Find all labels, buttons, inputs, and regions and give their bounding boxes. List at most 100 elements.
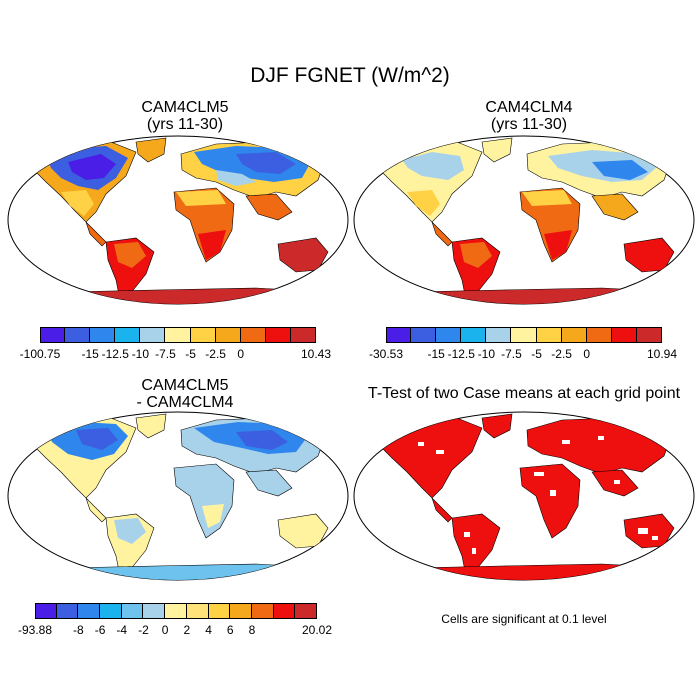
- colorbar-cam4clm5: -100.75 -15 -12.5 -10 -7.5 -5 -2.5 0 10.43: [20, 327, 331, 361]
- colorbar-label: -10: [477, 347, 496, 361]
- antarctica: [371, 287, 694, 304]
- colorbar-cell: [186, 603, 209, 619]
- eurasia-cold: [592, 160, 648, 180]
- greenland: [481, 137, 513, 163]
- colorbar-label: -5: [185, 347, 196, 361]
- colorbar-cell: [140, 327, 166, 343]
- colorbar-cell: [40, 327, 66, 343]
- africa-north: [522, 190, 572, 206]
- colorbar-label: 10.94: [646, 347, 678, 361]
- map-cam4clm4: [352, 134, 696, 306]
- panel-title-difference: CAM4CLM5 - CAM4CLM4: [80, 377, 290, 411]
- map-ttest: [352, 410, 696, 582]
- figure-title: DJF FGNET (W/m^2): [250, 64, 450, 87]
- colorbar-cell: [190, 327, 216, 343]
- colorbar-cell: [208, 603, 231, 619]
- south-asia: [245, 193, 293, 221]
- colorbar-cell: [295, 603, 317, 619]
- africa-north: [176, 190, 226, 206]
- colorbar-cell: [586, 327, 612, 343]
- colorbar-label: 20.02: [301, 623, 333, 637]
- colorbar-label: -6: [94, 623, 106, 637]
- colorbar-cell: [611, 327, 637, 343]
- colorbar-label: -2: [138, 623, 149, 637]
- colorbar-label: -15: [427, 347, 445, 361]
- panel-title-line1: CAM4CLM5: [141, 377, 229, 394]
- colorbar-cell: [411, 327, 437, 343]
- colorbar-label: -10: [131, 347, 150, 361]
- antarctica: [371, 563, 694, 580]
- colorbar-cell: [78, 603, 101, 619]
- colorbar-cam4clm4: -30.53 -15 -12.5 -10 -7.5 -5 -2.5 0 10.94: [369, 327, 677, 361]
- colorbar-label: -2.5: [205, 347, 226, 361]
- colorbar-cell: [273, 603, 296, 619]
- panel-title-cam4clm4: CAM4CLM4 (yrs 11-30): [424, 99, 634, 133]
- north-america-cool: [402, 152, 464, 180]
- antarctica: [25, 287, 348, 304]
- panel-title-line2: (yrs 11-30): [146, 116, 224, 133]
- south-asia: [591, 193, 639, 221]
- central-america: [431, 221, 453, 247]
- map-difference: [6, 410, 350, 582]
- antarctica: [25, 563, 348, 580]
- africa: [519, 463, 581, 539]
- colorbar-label: -7.5: [155, 347, 176, 361]
- colorbar-label: -5: [531, 347, 542, 361]
- panel-title-line2: - CAM4CLM4: [136, 394, 234, 411]
- africa-south: [544, 230, 572, 260]
- colorbar-cell: [461, 327, 487, 343]
- south-asia: [245, 469, 293, 497]
- colorbar-cell: [290, 327, 316, 343]
- colorbar-label: -100.75: [19, 347, 61, 361]
- map-cam4clm5: [6, 134, 350, 306]
- colorbar-cell: [636, 327, 662, 343]
- colorbar-label: -12.5: [447, 347, 475, 361]
- eurasia-very-cold: [236, 152, 296, 174]
- colorbar-cell: [215, 327, 241, 343]
- colorbar-difference: -93.88 -8 -6 -4 -2 0 2 4 6 8 20.02: [18, 603, 332, 637]
- greenland: [135, 413, 167, 439]
- colorbar-label: -12.5: [101, 347, 129, 361]
- south-america-light: [114, 518, 146, 544]
- colorbar-label: 2: [183, 623, 191, 637]
- north-america-mid: [68, 154, 116, 180]
- colorbar-cell: [35, 603, 57, 619]
- colorbar-cell: [121, 603, 144, 619]
- panel-title-ttest: T-Test of two Case means at each grid po…: [352, 385, 696, 402]
- colorbar-label: 8: [248, 623, 256, 637]
- colorbar-cell: [65, 327, 91, 343]
- colorbar-label: 4: [205, 623, 212, 637]
- south-america-center: [114, 242, 146, 268]
- colorbar-cell: [511, 327, 537, 343]
- africa-yellow: [202, 504, 224, 528]
- central-america: [431, 497, 453, 523]
- panel-title-line1: T-Test of two Case means at each grid po…: [367, 385, 681, 402]
- colorbar-cell: [240, 327, 266, 343]
- panel-title-line1: CAM4CLM4: [485, 99, 573, 116]
- colorbar-label: -2.5: [551, 347, 572, 361]
- colorbar-cell: [486, 327, 512, 343]
- colorbar-cell: [251, 603, 274, 619]
- greenland: [135, 137, 167, 163]
- north-america-colder: [76, 428, 118, 450]
- north-america-warm: [61, 190, 94, 216]
- colorbar-label: 0: [583, 347, 591, 361]
- colorbar-cell: [536, 327, 562, 343]
- colorbar-label: 6: [226, 623, 234, 637]
- greenland: [481, 413, 513, 439]
- colorbar-label: 10.43: [300, 347, 332, 361]
- colorbar-cell: [265, 327, 291, 343]
- ttest-note: Cells are significant at 0.1 level: [441, 612, 607, 626]
- panel-title-line1: CAM4CLM5: [141, 99, 229, 116]
- central-america: [85, 497, 107, 523]
- colorbar-label: -7.5: [501, 347, 522, 361]
- eurasia-colder: [236, 430, 288, 450]
- central-america: [85, 221, 107, 247]
- colorbar-cell: [436, 327, 462, 343]
- colorbar-label: -8: [73, 623, 84, 637]
- colorbar-label: -4: [116, 623, 128, 637]
- colorbar-cell: [90, 327, 116, 343]
- colorbar-cell: [56, 603, 79, 619]
- north-america-warm: [407, 190, 440, 216]
- colorbar-label: -30.53: [368, 347, 404, 361]
